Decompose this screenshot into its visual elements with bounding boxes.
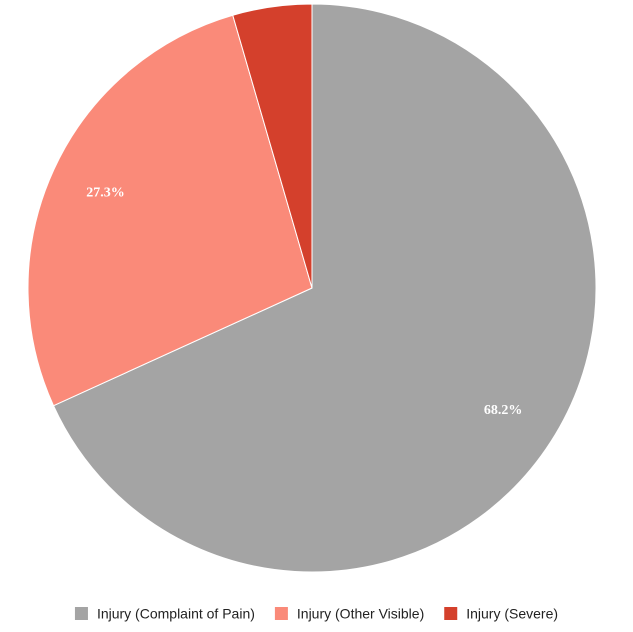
slice-label: 27.3% <box>86 185 125 200</box>
pie-slice <box>232 3 313 289</box>
legend-swatch <box>444 607 458 620</box>
legend-label: Injury (Complaint of Pain) <box>97 606 255 622</box>
legend-swatch <box>74 607 88 620</box>
pie-slice <box>52 3 597 573</box>
legend-swatch <box>274 607 288 620</box>
legend-label: Injury (Other Visible) <box>297 606 424 622</box>
slice-label: 68.2% <box>484 403 523 418</box>
pie-slice <box>27 14 313 407</box>
legend-label: Injury (Severe) <box>466 606 558 622</box>
